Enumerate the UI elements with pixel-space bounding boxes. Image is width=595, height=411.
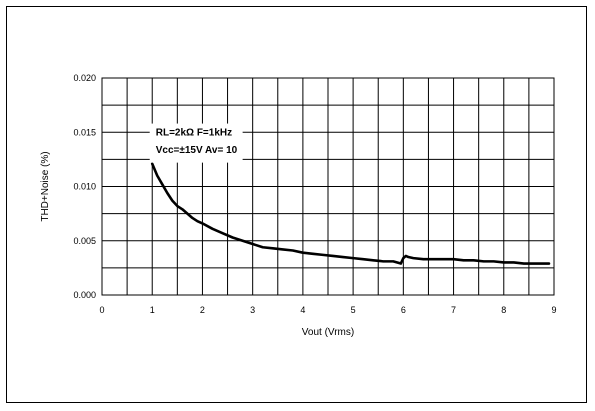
x-tick-label: 3	[250, 305, 255, 315]
y-tick-label: 0.005	[73, 236, 96, 246]
annotation-box	[149, 123, 243, 163]
annotation-line-2: Vcc=±15V Av= 10	[156, 145, 238, 156]
y-tick-label: 0.020	[73, 73, 96, 83]
x-tick-label: 9	[551, 305, 556, 315]
plot-area	[101, 77, 555, 296]
x-tick-label: 0	[99, 305, 104, 315]
x-axis-label: Vout (Vrms)	[302, 327, 354, 338]
series-line	[150, 162, 551, 265]
x-tick-label: 1	[150, 305, 155, 315]
x-tick-label: 5	[351, 305, 356, 315]
x-tick-label: 7	[451, 305, 456, 315]
y-tick-label: 0.010	[73, 182, 96, 192]
y-axis-label: THD+Noise (%)	[40, 151, 51, 221]
x-tick-labels: 0 1 2 3 4 5 6 7 8 9	[99, 305, 556, 315]
x-tick-label: 4	[300, 305, 305, 315]
annotation-line-1: RL=2kΩ F=1kHz	[156, 128, 232, 139]
y-tick-labels: 0.000 0.005 0.010 0.015 0.020	[73, 73, 96, 300]
x-tick-label: 2	[200, 305, 205, 315]
y-tick-label: 0.000	[73, 290, 96, 300]
x-tick-label: 8	[501, 305, 506, 315]
y-tick-label: 0.015	[73, 127, 96, 137]
figure-frame	[6, 6, 587, 403]
x-tick-label: 6	[401, 305, 406, 315]
